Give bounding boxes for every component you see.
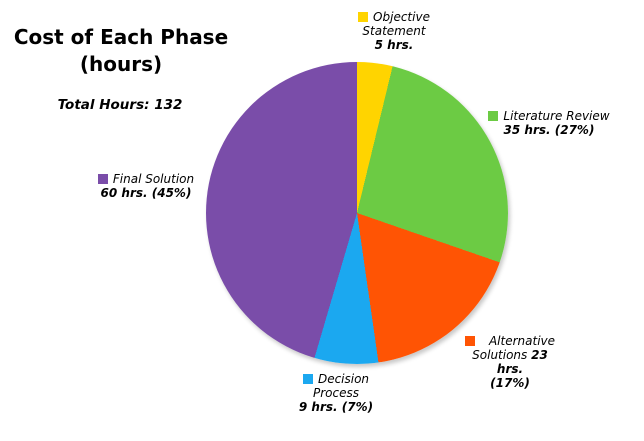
legend-line: Literature Review (487, 109, 611, 123)
legend-label: Alternative (488, 334, 556, 348)
pie-chart (206, 62, 508, 364)
legend-objective-statement: Objective Statement 5 hrs. (352, 10, 436, 52)
decision-process-marker-icon (302, 374, 313, 384)
total-hours-label: Total Hours: 132 (57, 97, 183, 113)
legend-final-solution: Final Solution 60 hrs. (45%) (88, 172, 204, 200)
legend-label: Final Solution (112, 172, 195, 186)
legend-line: Alternative (458, 334, 562, 348)
legend-decision-process: Decision Process 9 hrs. (7%) (281, 372, 391, 414)
legend-label: Statement (362, 24, 426, 38)
legend-line: Objective (352, 10, 436, 24)
objective-statement-marker-icon (358, 12, 369, 22)
chart-title-line2: (hours) (79, 52, 163, 76)
legend-label: Objective (373, 10, 430, 24)
legend-value: 60 hrs. (45%) (100, 186, 192, 200)
legend-value: 23 hrs. (496, 348, 548, 376)
legend-label: Decision Process (313, 372, 370, 400)
legend-line: Solutions 23 hrs. (458, 348, 562, 376)
chart-title: Cost of Each Phase (hours) (0, 24, 242, 78)
legend-line: Final Solution (88, 172, 204, 186)
legend-line: Decision Process (281, 372, 391, 400)
legend-value: (17%) (490, 376, 530, 390)
legend-value: 35 hrs. (27%) (503, 123, 595, 137)
legend-value: 5 hrs. (374, 38, 414, 52)
legend-alternative-solutions: Alternative Solutions 23 hrs. (17%) (458, 334, 562, 390)
legend-label: Solutions (472, 348, 528, 362)
legend-literature-review: Literature Review 35 hrs. (27%) (487, 109, 611, 137)
alternative-solutions-marker-icon (464, 336, 475, 346)
legend-value: 9 hrs. (7%) (298, 400, 374, 414)
final-solution-marker-icon (97, 174, 108, 184)
literature-review-marker-icon (488, 111, 499, 121)
legend-label: Literature Review (503, 109, 610, 123)
chart-title-line1: Cost of Each Phase (13, 25, 229, 49)
